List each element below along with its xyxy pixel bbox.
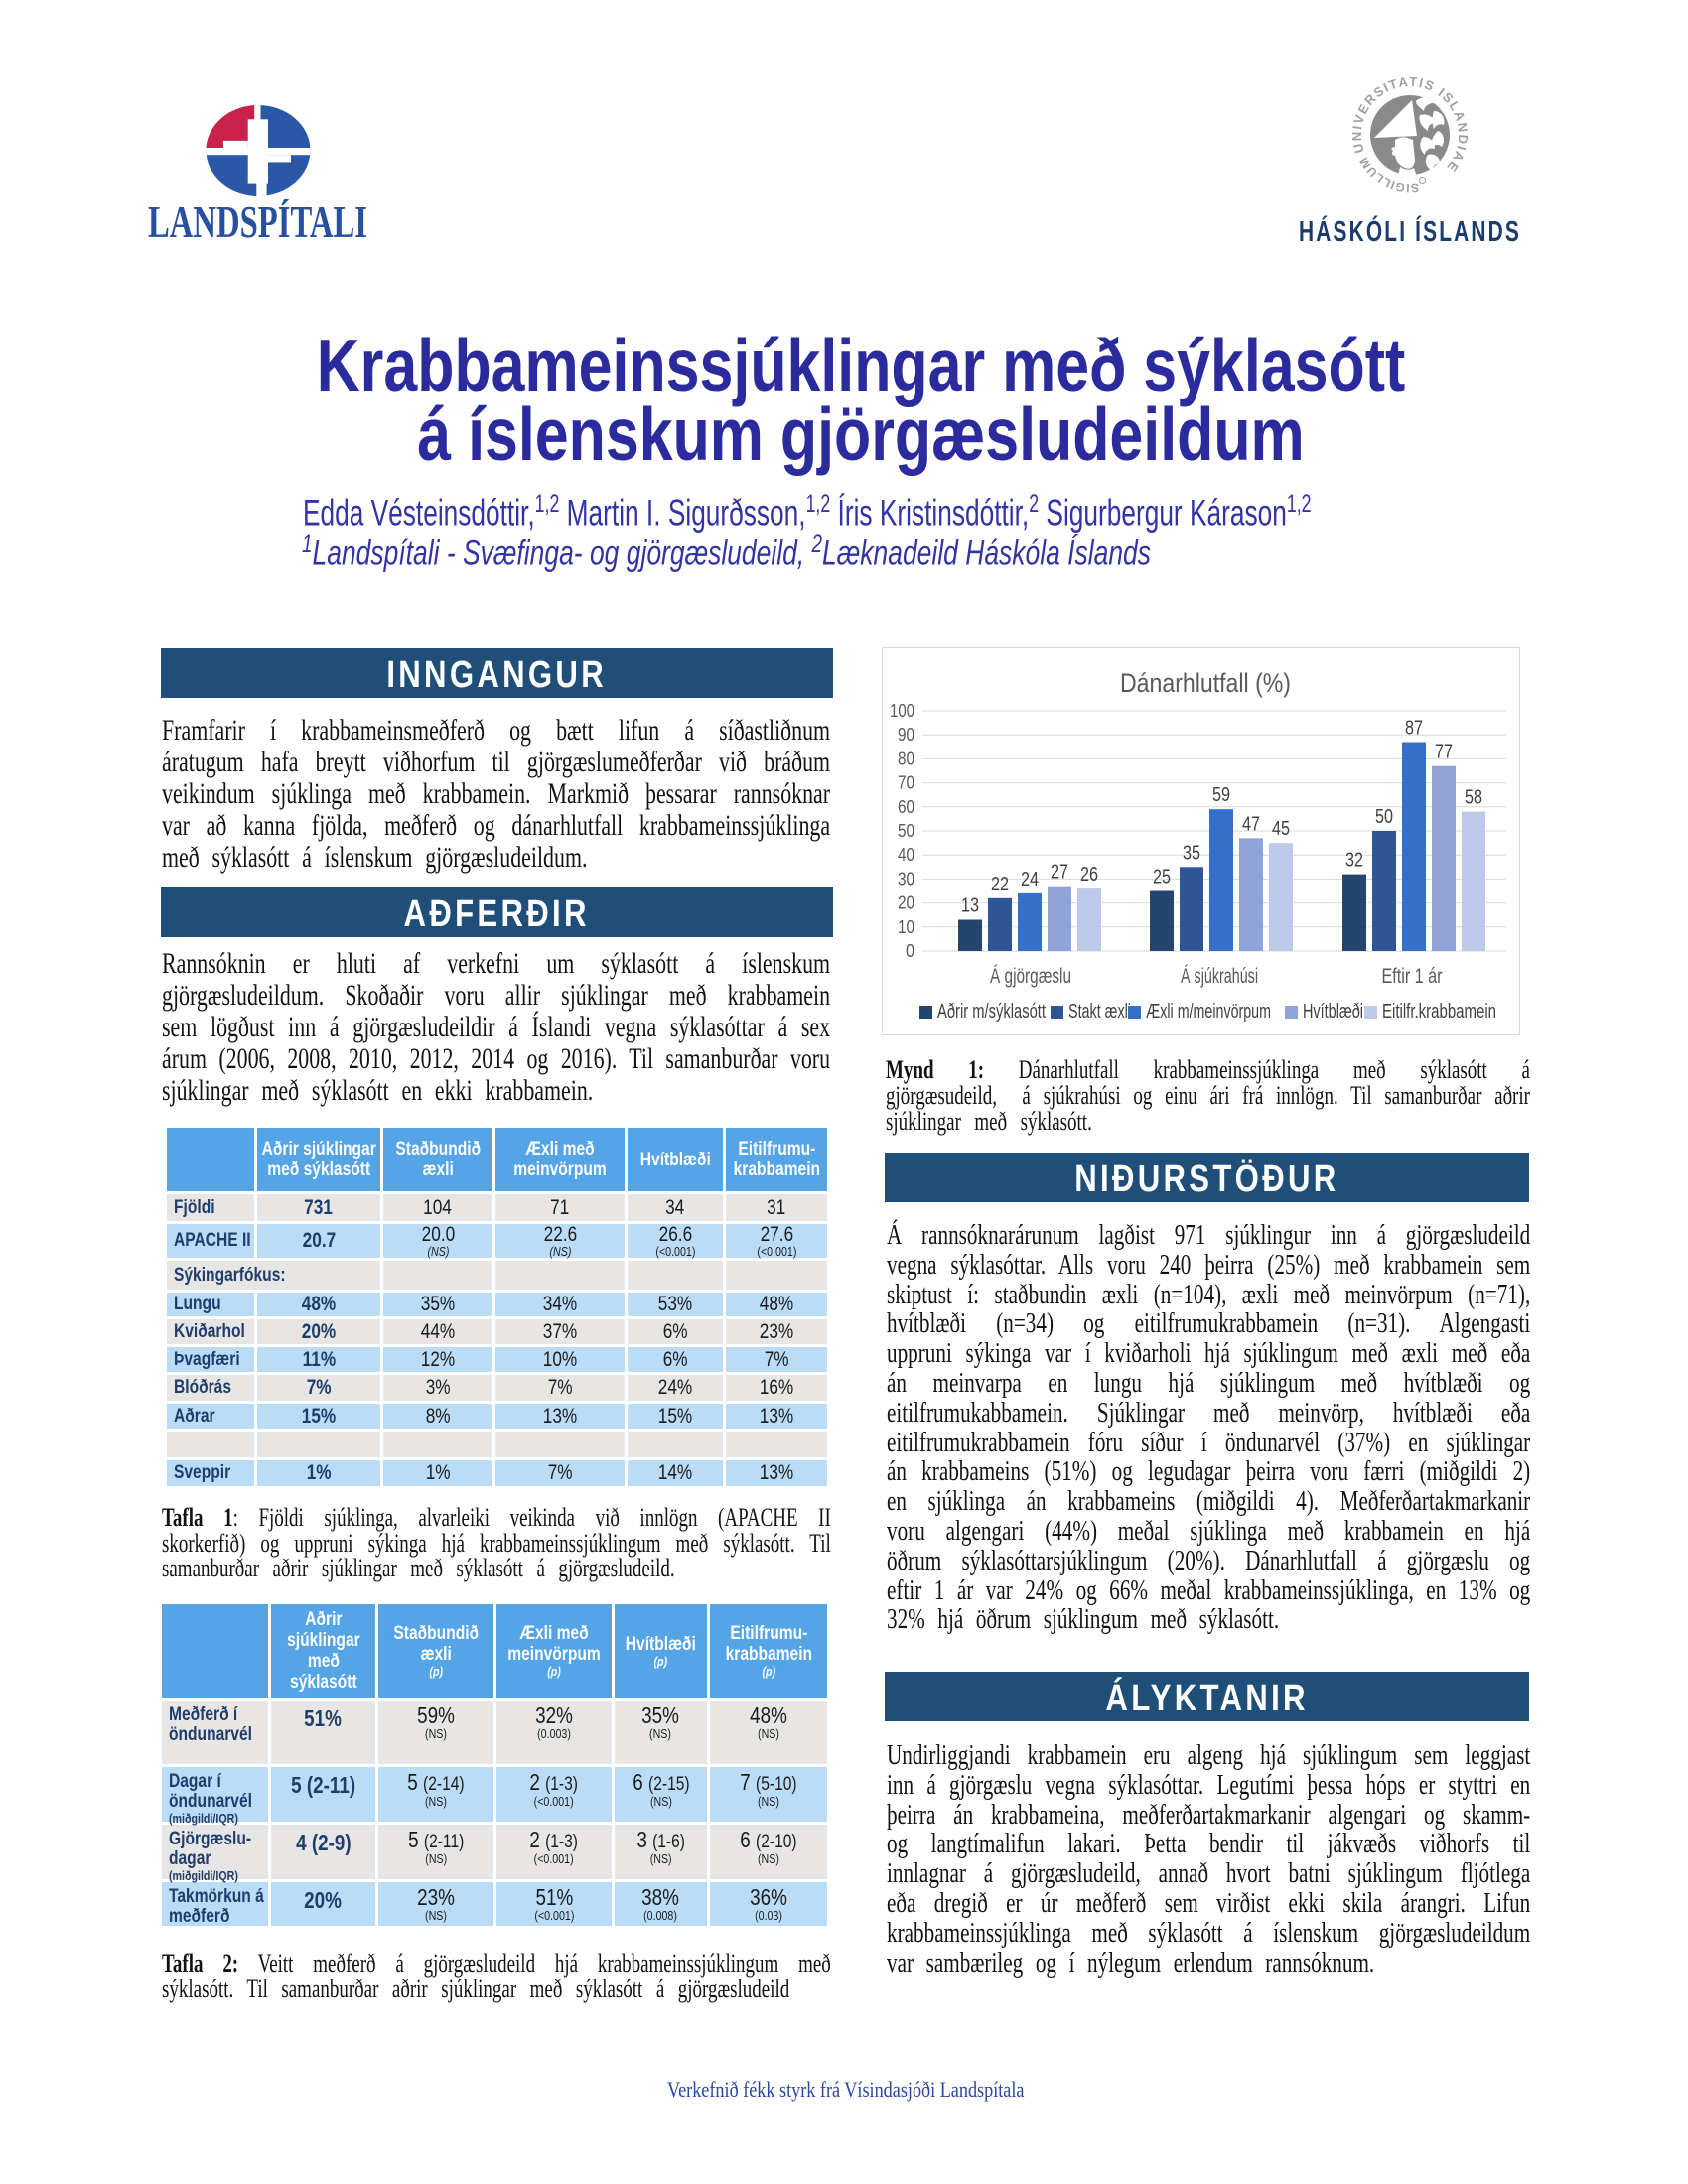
svg-text:13: 13 <box>961 895 979 917</box>
svg-text:50: 50 <box>1375 806 1393 828</box>
svg-text:Eftir 1 ár: Eftir 1 ár <box>1382 965 1443 988</box>
svg-text:32: 32 <box>1345 850 1363 872</box>
svg-text:77: 77 <box>1435 742 1453 763</box>
svg-text:10: 10 <box>898 917 914 937</box>
svg-text:LANDSPÍTALI: LANDSPÍTALI <box>148 199 367 247</box>
svg-text:Á gjörgæslu: Á gjörgæslu <box>990 965 1071 988</box>
svg-text:22: 22 <box>991 874 1009 895</box>
svg-text:Æxli m/meinvörpum: Æxli m/meinvörpum <box>1146 1001 1271 1023</box>
svg-text:Stakt æxli: Stakt æxli <box>1068 1001 1131 1023</box>
svg-text:40: 40 <box>898 845 914 865</box>
svg-text:Aðrir m/sýklasótt: Aðrir m/sýklasótt <box>937 1001 1046 1023</box>
svg-text:100: 100 <box>890 701 914 721</box>
svg-text:60: 60 <box>898 797 914 817</box>
svg-text:90: 90 <box>898 725 914 745</box>
svg-text:0: 0 <box>906 941 914 961</box>
svg-text:24: 24 <box>1021 869 1039 890</box>
svg-text:20: 20 <box>898 893 914 913</box>
svg-text:70: 70 <box>898 773 914 793</box>
svg-text:87: 87 <box>1405 718 1423 740</box>
svg-text:47: 47 <box>1242 813 1260 835</box>
svg-text:25: 25 <box>1153 867 1171 888</box>
svg-text:Eitilfr.krabbamein: Eitilfr.krabbamein <box>1382 1001 1496 1023</box>
svg-text:HÁSKÓLI ÍSLANDS: HÁSKÓLI ÍSLANDS <box>1299 214 1521 248</box>
svg-text:30: 30 <box>898 869 914 888</box>
svg-text:50: 50 <box>898 821 914 841</box>
svg-text:59: 59 <box>1212 784 1230 806</box>
svg-text:80: 80 <box>898 749 914 768</box>
svg-text:45: 45 <box>1272 818 1290 840</box>
svg-text:Á sjúkrahúsi: Á sjúkrahúsi <box>1181 965 1258 988</box>
svg-text:35: 35 <box>1183 842 1200 864</box>
svg-text:27: 27 <box>1051 862 1068 884</box>
svg-text:Dánarhlutfall (%): Dánarhlutfall (%) <box>1120 668 1291 698</box>
svg-text:58: 58 <box>1465 787 1482 809</box>
svg-text:Hvítblæði: Hvítblæði <box>1303 1001 1363 1023</box>
svg-text:26: 26 <box>1080 864 1098 886</box>
